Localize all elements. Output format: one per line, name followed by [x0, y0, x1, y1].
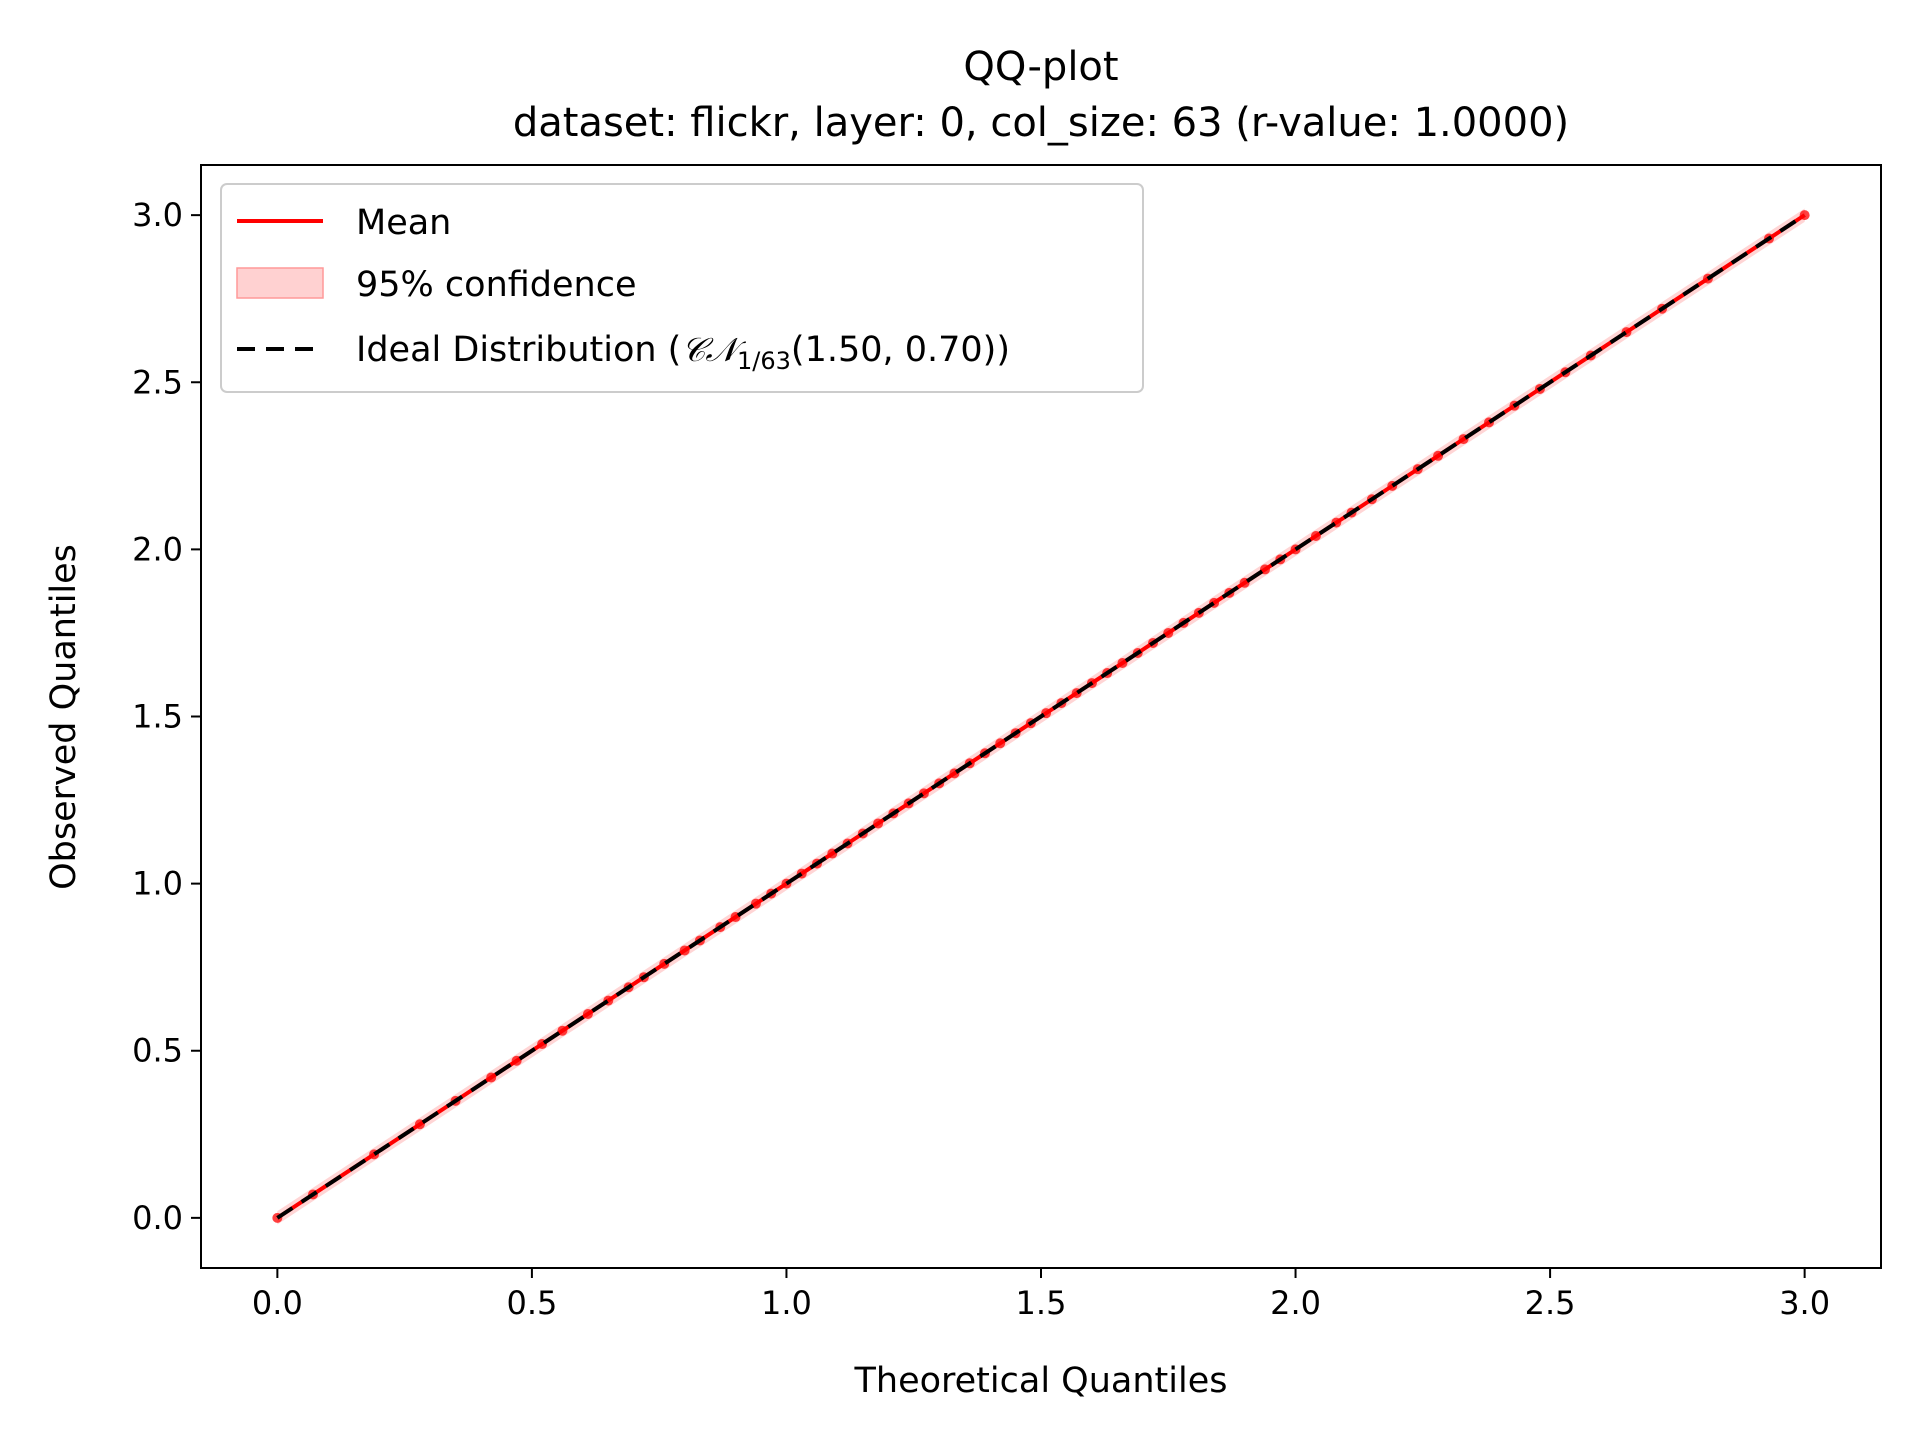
mean-point [1163, 627, 1174, 638]
legend-ideal-prefix: Ideal Distribution ( [356, 330, 681, 370]
legend: Mean 95% confidence Ideal Distribution (… [220, 183, 1144, 393]
mean-point [486, 1072, 497, 1083]
legend-ideal-cn: 𝒞𝒩 [681, 330, 746, 369]
mean-point [414, 1119, 425, 1130]
legend-confidence-swatch [236, 267, 324, 299]
y-tick-label: 0.0 [132, 1199, 183, 1237]
x-axis-label: Theoretical Quantiles [854, 1361, 1228, 1401]
mean-point [1260, 564, 1270, 575]
legend-mean-label: Mean [356, 203, 451, 243]
x-tick-label: 0.0 [252, 1284, 303, 1322]
x-tick-label: 1.5 [1016, 1284, 1067, 1322]
mean-point [750, 898, 761, 909]
legend-ideal-suffix: (1.50, 0.70)) [791, 330, 1010, 370]
mean-point [1117, 658, 1128, 669]
x-tick-label: 0.5 [506, 1284, 557, 1322]
mean-point [873, 818, 884, 829]
legend-frame [220, 183, 1144, 393]
x-tick-label: 2.5 [1525, 1284, 1576, 1322]
x-tick-label: 1.0 [761, 1284, 812, 1322]
x-axis-ticks: 0.0 0.5 1.0 1.5 2.0 2.5 3.0 [252, 1268, 1830, 1322]
y-tick-label: 3.0 [132, 196, 183, 234]
mean-point [582, 1008, 593, 1019]
mean-point [995, 738, 1006, 749]
x-tick-label: 2.0 [1270, 1284, 1321, 1322]
y-tick-label: 1.5 [132, 698, 183, 736]
chart-title: QQ-plot [963, 44, 1118, 90]
y-tick-label: 0.5 [132, 1032, 183, 1070]
y-tick-label: 2.0 [132, 530, 183, 568]
x-tick-label: 3.0 [1779, 1284, 1830, 1322]
mean-point [511, 1055, 522, 1066]
y-axis-ticks: 0.0 0.5 1.0 1.5 2.0 2.5 3.0 [132, 196, 201, 1237]
y-tick-label: 1.0 [132, 865, 183, 903]
ideal-distribution-line [276, 213, 1806, 1220]
mean-point [557, 1025, 568, 1036]
plot-area [272, 208, 1810, 1225]
legend-ideal-subscript: 1/63 [737, 347, 791, 375]
legend-confidence-label: 95% confidence [356, 265, 637, 305]
chart-subtitle: dataset: flickr, layer: 0, col_size: 63 … [513, 100, 1569, 146]
axes-frame [200, 164, 1882, 1269]
y-axis-label: Observed Quantiles [44, 544, 84, 890]
y-tick-label: 2.5 [132, 363, 183, 401]
mean-point [1310, 531, 1321, 542]
mean-point [679, 945, 690, 956]
legend-ideal-label: Ideal Distribution (𝒞𝒩1/63(1.50, 0.70)) [356, 330, 1010, 375]
